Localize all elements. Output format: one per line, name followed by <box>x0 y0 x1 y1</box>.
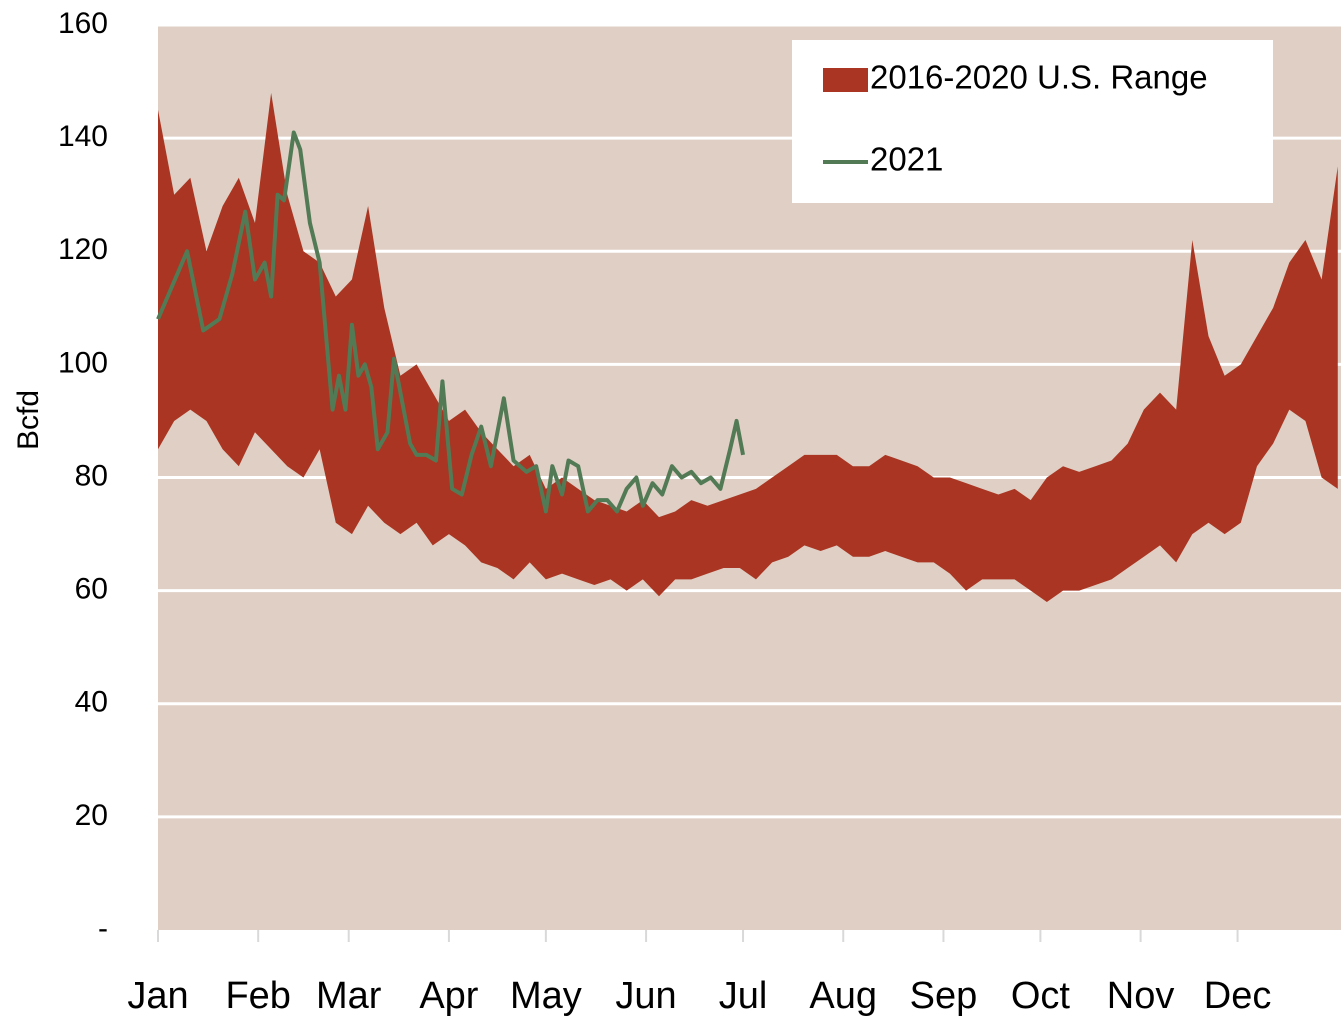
y-tick-label: - <box>98 912 108 945</box>
line-2021 <box>156 130 746 514</box>
x-tick-label: Dec <box>1204 975 1272 1017</box>
legend-box <box>792 40 1273 203</box>
y-tick-label: 120 <box>58 233 108 266</box>
y-tick-label: 100 <box>58 346 108 379</box>
x-tick-label: Jan <box>127 975 188 1017</box>
y-tick-label: 80 <box>75 459 108 492</box>
x-tick-label: Oct <box>1011 975 1071 1017</box>
x-tick-label: Mar <box>316 975 382 1017</box>
x-tick-label: Feb <box>225 975 290 1017</box>
x-tick-label: Sep <box>910 975 978 1017</box>
y-tick-label: 40 <box>75 686 108 719</box>
x-tick-label: Jul <box>719 975 768 1017</box>
legend-label: 2021 <box>870 141 943 178</box>
range-band <box>158 92 1338 602</box>
x-tick-label: Nov <box>1107 975 1175 1017</box>
legend-label: 2016-2020 U.S. Range <box>870 59 1208 96</box>
y-tick-label: 160 <box>58 7 108 40</box>
legend-swatch <box>823 68 868 92</box>
y-tick-label: 20 <box>75 799 108 832</box>
x-tick-label: Aug <box>809 975 877 1017</box>
y-axis-label: Bcfd <box>12 390 45 450</box>
y-tick-label: 140 <box>58 120 108 153</box>
x-tick-label: May <box>510 975 582 1017</box>
x-tick-label: Jun <box>615 975 676 1017</box>
y-tick-label: 60 <box>75 573 108 606</box>
x-tick-label: Apr <box>419 975 478 1017</box>
